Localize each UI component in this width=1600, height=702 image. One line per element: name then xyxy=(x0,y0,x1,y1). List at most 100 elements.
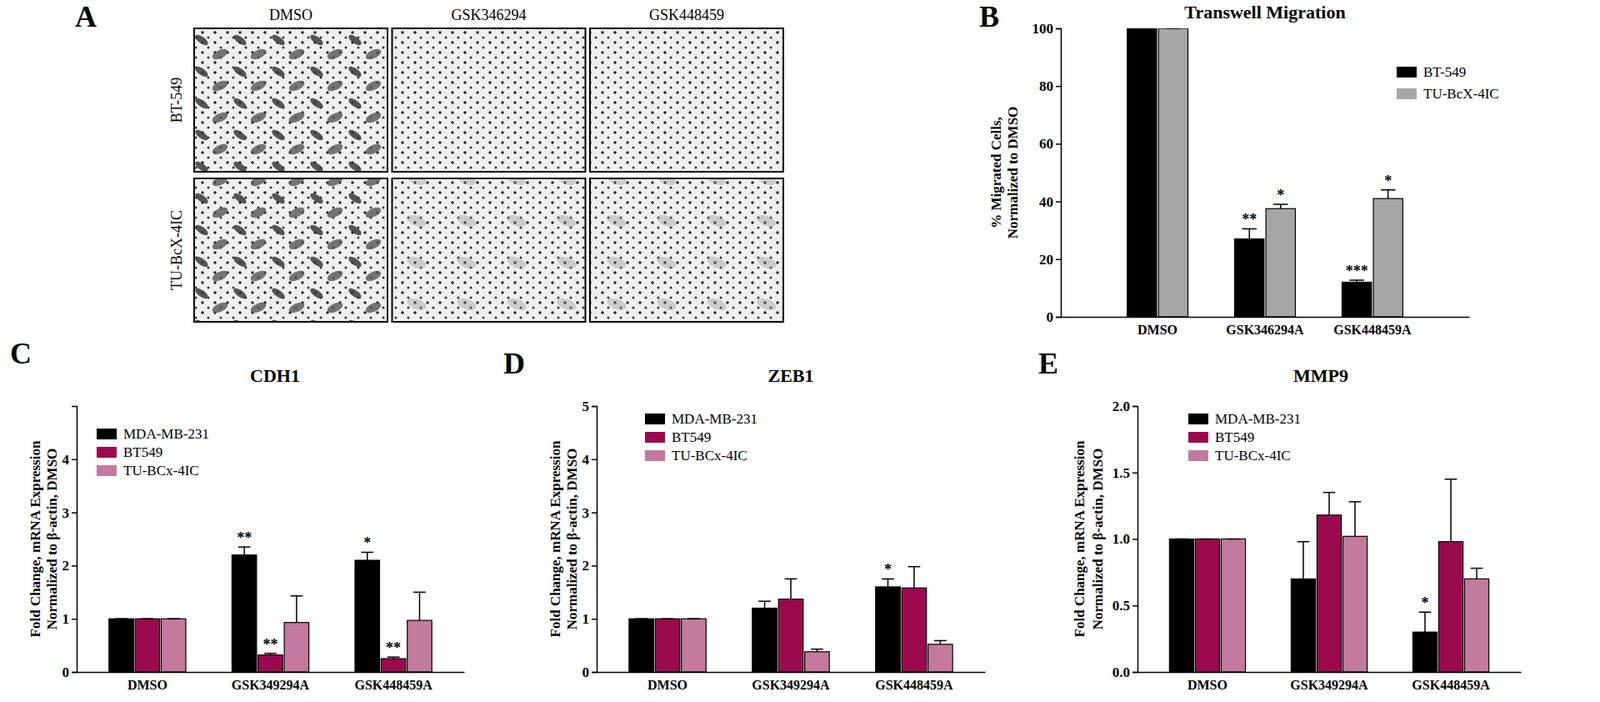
axis-line xyxy=(71,406,78,673)
tick-label: 0.5 xyxy=(1112,597,1130,614)
error-bar xyxy=(167,618,180,620)
micrograph xyxy=(194,178,388,322)
bar xyxy=(1316,515,1341,672)
error-bar xyxy=(661,618,675,620)
bar xyxy=(1290,578,1315,672)
tick-mark xyxy=(591,565,597,567)
tick: 0.5 xyxy=(1112,597,1138,614)
error-cap xyxy=(881,578,895,580)
bar xyxy=(1373,198,1403,317)
error-bar xyxy=(360,551,374,560)
tick: 1.0 xyxy=(1112,530,1138,547)
panel-letter: A xyxy=(75,0,97,34)
panel-letter: B xyxy=(979,0,1000,34)
error-cap xyxy=(1241,228,1257,230)
significance: ** xyxy=(1241,210,1257,228)
panel-letter: D xyxy=(503,346,525,380)
tick: DMSO xyxy=(1187,677,1228,692)
legend-swatch xyxy=(1188,450,1209,461)
error-cap xyxy=(635,617,648,620)
legend-label: TU-BCx-4IC xyxy=(123,462,200,479)
error-cap xyxy=(387,655,400,658)
chart-title: Transwell Migration xyxy=(1184,1,1345,23)
tick-label: DMSO xyxy=(127,677,168,692)
error-cap xyxy=(1297,540,1310,543)
error-cap xyxy=(1419,610,1432,613)
tick-label: 100 xyxy=(1032,20,1055,37)
error-cap xyxy=(1380,189,1396,191)
error-cap xyxy=(264,652,277,655)
y-axis: 020406080100 xyxy=(1032,20,1062,325)
tick: 0 xyxy=(1046,309,1062,325)
error-stem xyxy=(1280,204,1282,209)
legend-swatch xyxy=(645,450,665,461)
tick-label: 1 xyxy=(582,610,590,627)
x-axis: DMSOGSK349294AGSK448459A xyxy=(77,672,465,693)
significance: * xyxy=(1276,186,1285,204)
error-stem xyxy=(1387,190,1390,199)
error-cap xyxy=(1470,567,1484,570)
tick-label: 1 xyxy=(62,610,70,627)
error-cap xyxy=(1445,478,1458,480)
error-bar xyxy=(908,566,921,589)
axis-line xyxy=(77,671,465,674)
legend-swatch xyxy=(1396,88,1417,100)
error-stem xyxy=(1450,479,1452,542)
micrograph xyxy=(590,178,784,322)
tick-label: 1.5 xyxy=(1112,465,1130,481)
plot-area xyxy=(1169,479,1489,672)
legend-swatch xyxy=(1188,413,1209,425)
significance: * xyxy=(1421,594,1430,611)
micrograph xyxy=(392,178,586,322)
legend-label: BT-549 xyxy=(1423,64,1466,80)
legend-swatch xyxy=(1396,66,1417,78)
error-stem xyxy=(295,595,298,623)
chart-title: MMP9 xyxy=(1293,365,1349,386)
bar xyxy=(875,586,901,672)
tick-label: 3 xyxy=(582,505,590,521)
figure: ADMSOGSK346294GSK448459BT-549TU-BcX-4IC*… xyxy=(0,0,1600,702)
legend: MDA-MB-231BT549TU-BCx-4IC xyxy=(96,425,210,479)
tick-label: 20 xyxy=(1039,251,1054,268)
error-stem xyxy=(1475,568,1478,580)
tick: 5 xyxy=(582,398,598,415)
error-stem xyxy=(1354,501,1356,536)
tick-label: 40 xyxy=(1039,194,1054,210)
column-label: DMSO xyxy=(269,6,313,24)
error-cap xyxy=(785,578,798,580)
tick-mark xyxy=(1055,200,1061,203)
bar xyxy=(1169,539,1194,673)
tick-label: 60 xyxy=(1039,135,1054,152)
error-bar xyxy=(881,578,895,587)
error-bar xyxy=(1241,228,1257,239)
tick-label: 0 xyxy=(62,664,70,680)
bar xyxy=(1438,541,1463,672)
tick: 0.0 xyxy=(1112,664,1138,680)
error-stem xyxy=(419,591,421,620)
error-stem xyxy=(1328,492,1330,515)
error-cap xyxy=(934,640,947,642)
bar xyxy=(778,599,804,672)
tick-label: GSK448459A xyxy=(1333,322,1412,337)
legend: MDA-MB-231BT549TU-BCx-4IC xyxy=(645,410,758,464)
axis-line xyxy=(591,406,598,673)
error-stem xyxy=(913,566,915,589)
tick: GSK448459A xyxy=(354,677,433,692)
axis-title: Fold Change, mRNA Expression xyxy=(27,440,44,637)
legend-swatch xyxy=(96,428,117,440)
tick: GSK448459A xyxy=(1411,677,1490,692)
x-axis: DMSOGSK346294AGSK448459A xyxy=(1061,317,1470,338)
error-cap xyxy=(115,617,128,620)
tick-label: 3 xyxy=(62,505,70,521)
tick-label: GSK448459A xyxy=(875,677,954,692)
legend-label: MDA-MB-231 xyxy=(1215,410,1301,427)
bar xyxy=(752,607,778,672)
legend-label: MDA-MB-231 xyxy=(123,425,210,442)
error-cap xyxy=(360,551,374,554)
tick-mark xyxy=(591,459,597,461)
tick-label: DMSO xyxy=(647,677,688,692)
tick: 3 xyxy=(582,505,598,521)
error-bar xyxy=(1297,541,1310,580)
bar xyxy=(380,658,405,672)
legend-swatch xyxy=(96,446,117,458)
